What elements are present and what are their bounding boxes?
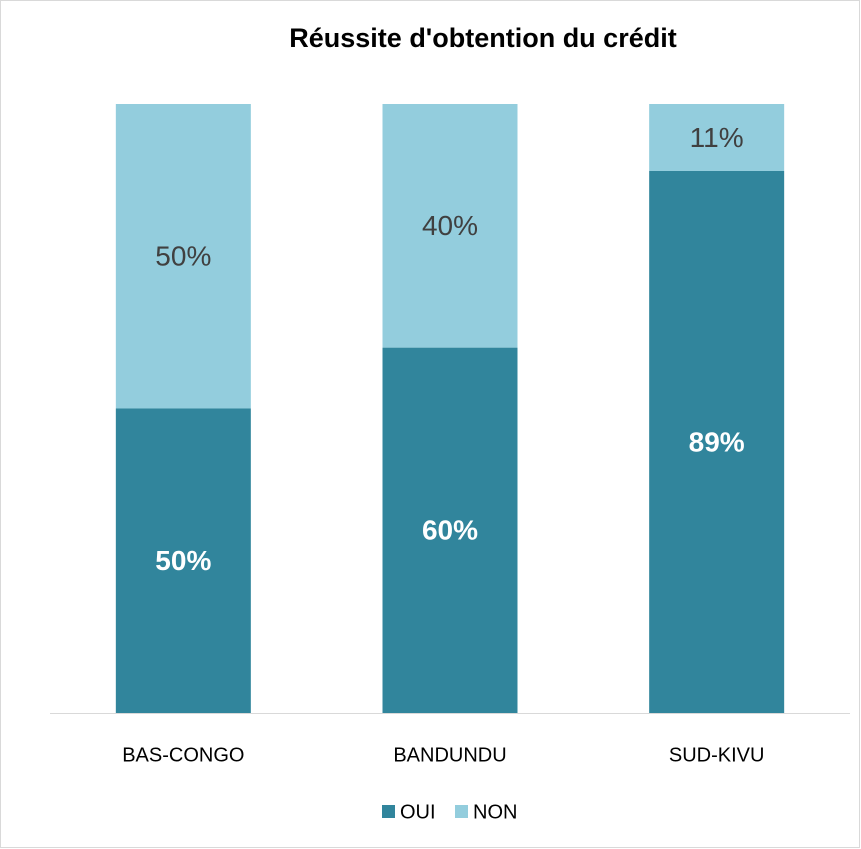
data-label: 11% xyxy=(690,122,744,153)
bar-segment xyxy=(649,170,785,714)
data-label: 89% xyxy=(689,426,745,457)
bar-segment xyxy=(382,347,518,713)
legend-label: NON xyxy=(473,801,517,823)
bar-segment xyxy=(115,104,251,409)
legend-swatch xyxy=(382,805,395,818)
data-label: 60% xyxy=(422,515,478,546)
data-label: 40% xyxy=(422,210,478,241)
legend-label: OUI xyxy=(400,801,436,823)
data-label: 50% xyxy=(155,545,211,576)
chart-title: Réussite d'obtention du crédit xyxy=(289,23,676,53)
x-tick-label: SUD-KIVU xyxy=(669,744,765,766)
bar-segment xyxy=(382,104,518,348)
bar-segment xyxy=(649,104,785,171)
x-tick-label: BANDUNDU xyxy=(393,744,506,766)
x-tick-label: BAS-CONGO xyxy=(122,744,244,766)
legend-swatch xyxy=(455,805,468,818)
data-label: 50% xyxy=(155,241,211,272)
bar-segment xyxy=(115,408,251,713)
